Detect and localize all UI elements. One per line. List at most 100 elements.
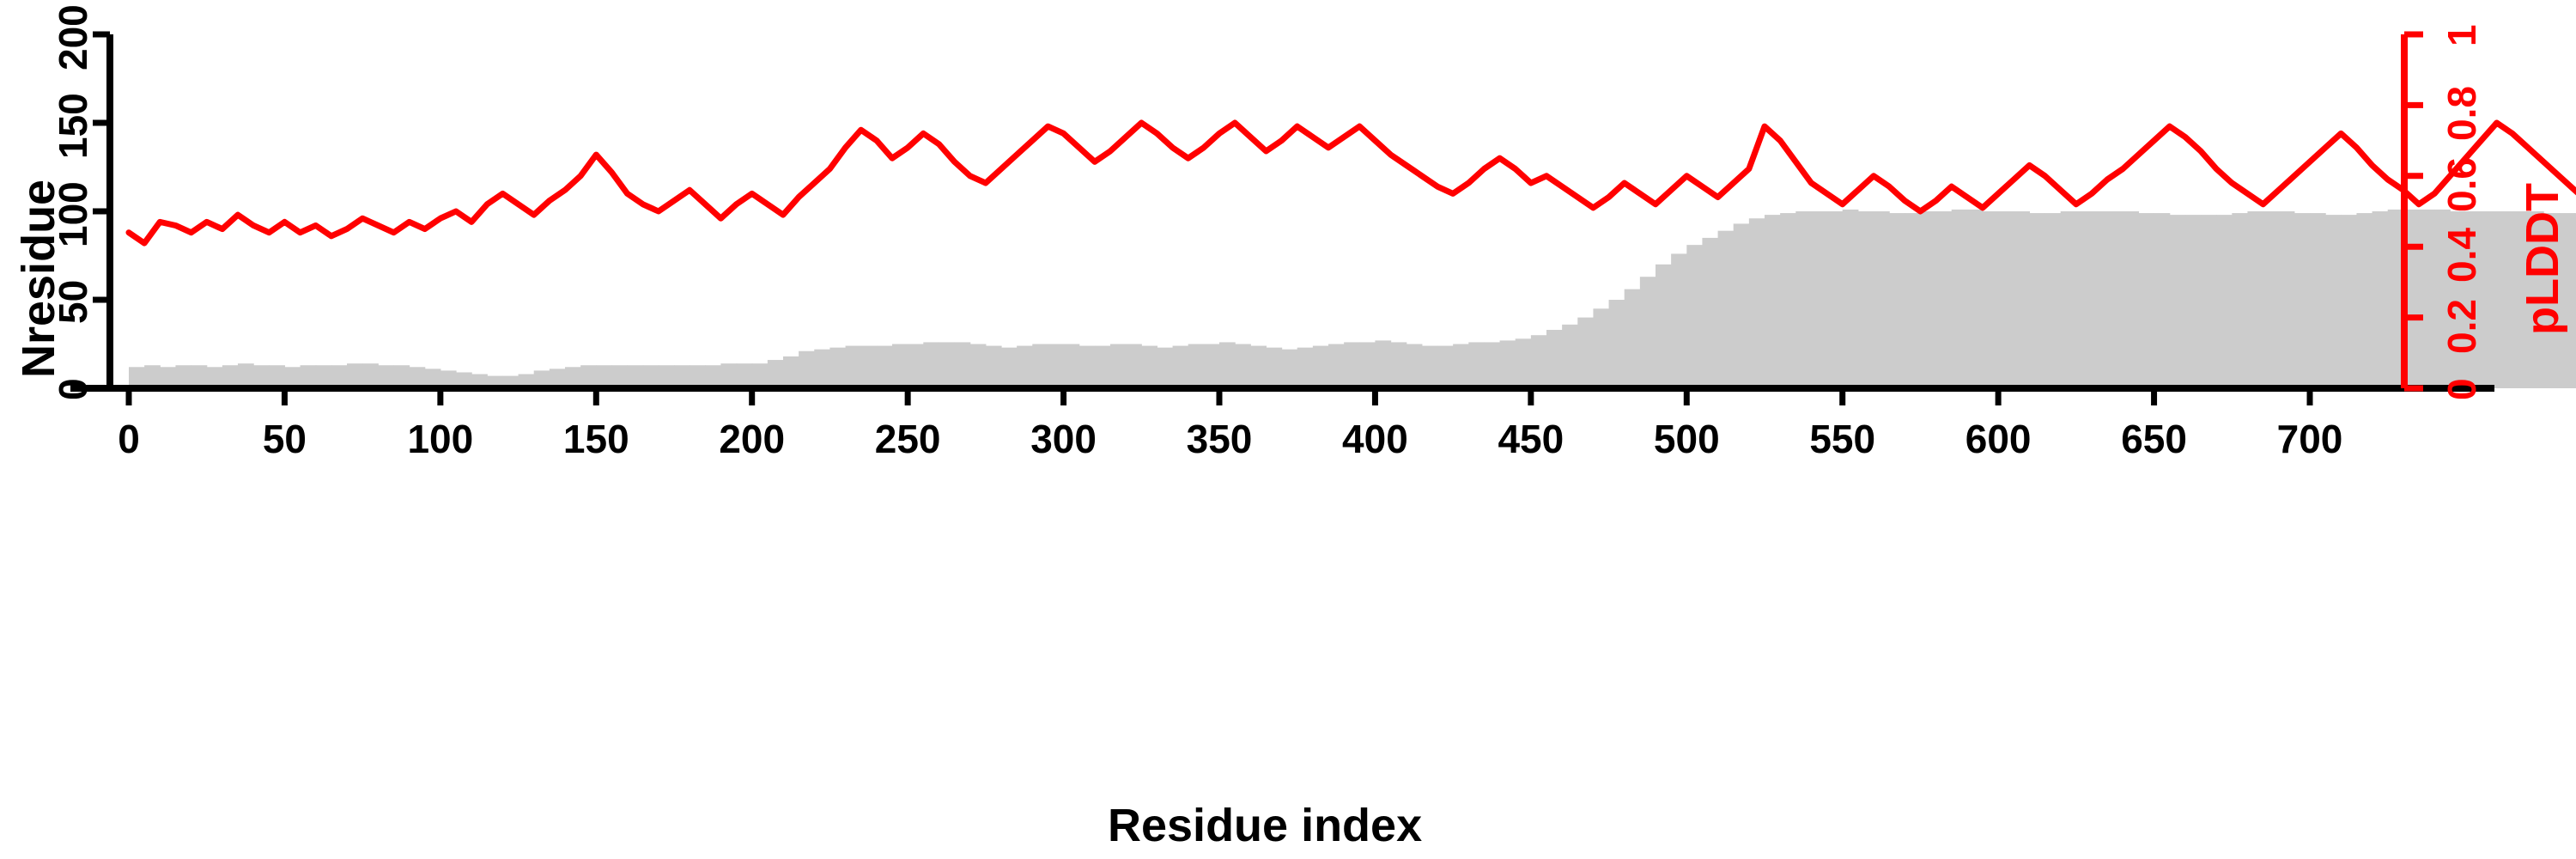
bar — [1063, 344, 1080, 388]
y-tick-label-right: 0.2 — [2439, 298, 2484, 354]
bar — [378, 365, 395, 388]
x-tick-label: 550 — [1809, 417, 1876, 461]
bar — [658, 365, 675, 388]
x-tick-label: 600 — [1965, 417, 2032, 461]
bar — [1624, 289, 1641, 388]
bar — [1530, 335, 1547, 388]
x-tick-label: 500 — [1653, 417, 1720, 461]
bar — [2574, 213, 2576, 388]
bar — [1671, 253, 1687, 388]
plddt-path — [125, 119, 2576, 247]
bar — [2341, 215, 2358, 388]
bar — [347, 363, 363, 388]
bar — [1406, 344, 1423, 388]
x-tick-label: 400 — [1342, 417, 1408, 461]
bar — [829, 347, 847, 388]
bar — [736, 363, 753, 388]
bar — [284, 367, 301, 388]
y-tick-label-right: 0 — [2439, 378, 2484, 400]
bar — [1328, 344, 1345, 388]
bar — [2263, 211, 2280, 388]
bar — [160, 367, 177, 388]
bar — [1795, 211, 1813, 388]
bar — [845, 345, 862, 388]
bar — [705, 365, 722, 388]
bar — [269, 365, 286, 388]
bar — [985, 345, 1002, 388]
bar — [424, 369, 441, 388]
bar — [923, 342, 940, 388]
axes — [70, 31, 2494, 405]
bar — [2169, 215, 2186, 388]
bar — [2201, 215, 2217, 388]
bar — [2543, 213, 2560, 388]
bar — [222, 365, 239, 388]
bar — [2528, 211, 2544, 388]
bar — [2138, 213, 2155, 388]
x-axis-title: Residue index — [1108, 800, 1423, 851]
bar — [471, 374, 488, 388]
bar — [1748, 218, 1765, 388]
plddt-line — [125, 119, 2576, 247]
x-tick-label: 100 — [407, 417, 474, 461]
x-tick-label: 150 — [562, 417, 629, 461]
bar — [315, 365, 332, 388]
bar — [783, 356, 799, 388]
bar — [1966, 209, 1984, 388]
bar — [1297, 347, 1314, 388]
bar — [1048, 344, 1065, 388]
bar — [300, 365, 317, 388]
bar — [2293, 213, 2311, 388]
bar — [393, 365, 410, 388]
bar — [1437, 345, 1454, 388]
bar — [1344, 342, 1360, 388]
bar — [2044, 213, 2062, 388]
bar — [2154, 213, 2171, 388]
bar — [2029, 213, 2046, 388]
bar — [690, 365, 706, 388]
bar — [2092, 211, 2108, 388]
bar — [1951, 209, 1968, 388]
bar — [1780, 213, 1796, 388]
bar — [1188, 344, 1205, 388]
bar — [876, 345, 893, 388]
y-tick-label-left: 0 — [51, 378, 95, 400]
bar — [2512, 211, 2529, 388]
bar — [1656, 264, 1672, 388]
bar — [1266, 347, 1283, 388]
bar — [969, 344, 987, 388]
bar — [2184, 215, 2202, 388]
bar — [238, 363, 254, 388]
bar — [1468, 342, 1485, 388]
bar — [1765, 215, 1781, 388]
x-tick-label: 50 — [262, 417, 307, 461]
bar — [1842, 209, 1859, 388]
bar — [1359, 342, 1376, 388]
x-tick-label: 450 — [1498, 417, 1564, 461]
bar — [2434, 209, 2451, 388]
x-tick-label: 650 — [2121, 417, 2187, 461]
bar — [1235, 344, 1251, 388]
y-tick-label-left: 200 — [51, 4, 95, 70]
bar — [1312, 345, 1329, 388]
bar — [191, 365, 208, 388]
bar — [1032, 344, 1049, 388]
bar — [1172, 345, 1189, 388]
bar — [1577, 317, 1595, 388]
bar — [674, 365, 690, 388]
bar — [2450, 211, 2467, 388]
bar — [253, 365, 270, 388]
bar — [1702, 237, 1719, 388]
bar — [2465, 211, 2482, 388]
bar — [814, 349, 831, 388]
x-tick-label: 250 — [874, 417, 941, 461]
bar — [533, 370, 550, 388]
bar — [1686, 245, 1704, 388]
bar — [596, 365, 613, 388]
bar — [175, 365, 192, 388]
bar — [642, 365, 659, 388]
bar — [1141, 345, 1158, 388]
bar — [1375, 340, 1392, 388]
bar — [1281, 349, 1298, 388]
